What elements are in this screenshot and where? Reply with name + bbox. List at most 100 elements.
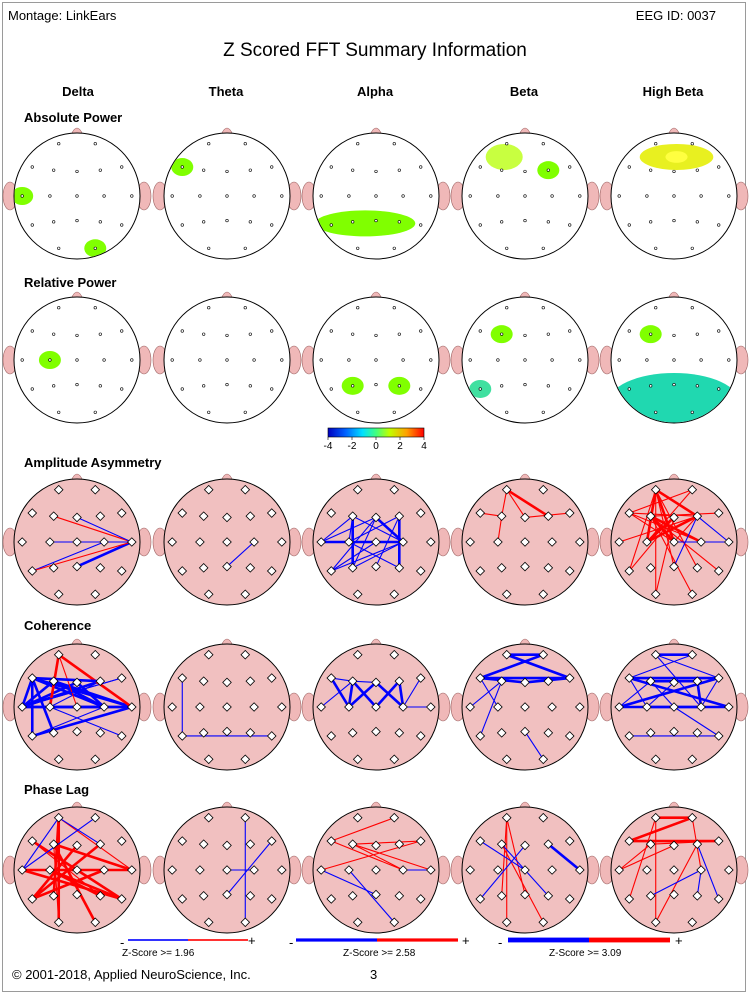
phase-lag-theta-electrode-f4 [245,839,256,849]
relative-power-beta-electrode-o1 [505,410,509,414]
amplitude-asymmetry-high-beta-electrode-f3 [645,511,656,521]
absolute-power-beta-electrode-t3 [468,194,472,198]
phase-lag-high-beta-electrode-f7 [624,836,635,846]
coherence-high-beta-electrode-cz [669,702,679,712]
amplitude-asymmetry-delta-electrode-pz [72,561,82,572]
amplitude-asymmetry-beta-electrode-f3 [496,511,507,521]
amplitude-asymmetry-beta-electrode-t4 [575,537,585,547]
row-label-amplitude-asymmetry: Amplitude Asymmetry [24,455,162,470]
amplitude-asymmetry-theta-electrode-t3 [167,537,177,547]
absolute-power-delta-electrode-f8 [120,165,124,169]
absolute-power-high-beta-electrode-p4 [695,220,699,224]
phase-lag-theta-electrode-fp1 [203,812,214,823]
coherence-delta-electrode-t6 [116,731,127,741]
absolute-power-beta-electrode-f7 [478,165,482,169]
phase-lag-alpha-electrode-f4 [394,839,405,849]
phase-lag-high-beta-connection-8 [655,843,698,923]
coherence-beta-connection-8 [479,680,503,737]
absolute-power-beta-electrode-pz [523,218,527,223]
coherence-alpha-connection-6 [402,677,422,708]
absolute-power-high-beta-electrode-o2 [690,246,694,250]
amplitude-asymmetry-theta-electrode-o1 [203,589,214,600]
absolute-power-theta-electrode-t6 [270,223,274,227]
amplitude-asymmetry-beta-electrode-fz [520,512,530,523]
coherence-alpha-connection-8 [320,680,354,708]
amplitude-asymmetry-alpha-electrode-f4 [394,511,405,521]
coherence-alpha-electrode-fz [371,677,381,688]
relative-power-alpha-electrode-c4 [401,358,405,362]
relative-power-delta-electrode-c4 [102,358,106,362]
phase-lag-high-beta-electrode-o2 [687,917,698,928]
coherence-high-beta-electrode-t3 [614,702,624,712]
relative-power-delta-electrode-cz [75,358,79,362]
phase-lag-alpha-connection-7 [348,869,395,923]
relative-power-theta-electrode-f4 [248,332,252,336]
coherence-alpha-connection-5 [398,680,405,708]
amplitude-asymmetry-delta-electrode-o1 [53,589,64,600]
coherence-theta-electrode-o2 [240,754,251,765]
amplitude-asymmetry-high-beta-electrode-cz [669,537,679,547]
phase-lag-beta-connection-3 [501,843,544,923]
phase-lag-delta-connection-7 [21,868,123,901]
absolute-power-delta-electrode-o2 [93,246,97,250]
coherence-beta-electrode-f4 [543,676,554,686]
absolute-power-theta-electrode-c3 [198,194,202,198]
phase-lag-delta-connection-12 [52,817,61,896]
relative-power-alpha-electrode-cz [374,358,378,362]
phase-lag-high-beta-electrode-fp1 [650,812,661,823]
coherence-beta-electrode-o2 [538,754,549,765]
amplitude-asymmetry-theta-electrode-cz [222,537,232,547]
coherence-high-beta-electrode-p4 [692,728,703,738]
coherence-alpha-connection-9 [347,680,354,708]
phase-lag-theta-electrode-c3 [195,865,205,875]
coherence-beta-electrode-p4 [543,728,554,738]
absolute-power-theta-electrode-f7 [180,165,184,169]
relative-power-alpha-electrode-t3 [319,358,323,362]
coherence-delta-electrode-c3 [45,702,55,712]
phase-lag-beta-electrode-f7 [475,836,486,846]
absolute-power-beta-electrode-fz [523,169,527,174]
phase-lag-theta-electrode-cz [222,865,232,875]
relative-power-high-beta-electrode-cz [672,358,676,362]
phase-lag-alpha-electrode-c4 [398,865,408,875]
relative-power-theta-electrode-fz [225,333,229,338]
coherence-theta-electrode-o1 [203,754,214,765]
phase-lag-high-beta-electrode-fp2 [687,812,698,823]
amplitude-asymmetry-delta-electrode-fz [72,512,82,523]
absolute-power-delta-electrode-fz [75,169,79,174]
absolute-power-delta-electrode-fp1 [57,142,61,146]
amplitude-asymmetry-delta-electrode-p3 [48,563,59,573]
relative-power-high-beta-electrode-o2 [690,410,694,414]
amplitude-asymmetry-alpha-electrode-fz [371,512,381,523]
relative-power-alpha-electrode-t6 [419,387,423,391]
phase-lag-theta-electrode-t3 [167,865,177,875]
amplitude-asymmetry-alpha-electrode-fp1 [352,484,363,495]
relative-power-high-beta-electrode-fz [672,333,676,338]
phase-lag-alpha-electrode-t5 [326,894,337,904]
coherence-delta-electrode-fz [72,677,82,688]
relative-power-delta-electrode-o2 [93,410,97,414]
relative-power-alpha-electrode-p4 [397,384,401,388]
absolute-power-alpha-electrode-pz [374,218,378,223]
absolute-power-theta-electrode-t3 [170,194,174,198]
relative-power-high-beta-electrode-t6 [717,387,721,391]
absolute-power-alpha-electrode-o1 [356,246,360,250]
amplitude-asymmetry-theta-electrode-t4 [277,537,287,547]
amplitude-asymmetry-delta-electrode-t3 [17,537,27,547]
relative-power-high-beta-electrode-t5 [627,387,631,391]
amplitude-asymmetry-alpha-connection-14 [330,517,377,572]
amplitude-asymmetry-high-beta-connection-0 [655,488,699,518]
phase-lag-alpha-electrode-o1 [352,917,363,928]
phase-lag-alpha-electrode-pz [371,889,381,900]
coherence-alpha-electrode-fp1 [352,649,363,660]
coherence-beta-electrode-o1 [501,754,512,765]
coherence-delta-electrode-p4 [95,728,106,738]
band-label-delta: Delta [62,84,94,99]
phase-lag-high-beta-connection-12 [650,869,702,897]
absolute-power-alpha-electrode-t6 [419,223,423,227]
coherence-high-beta-connection-9 [646,682,675,708]
coherence-beta-electrode-t5 [475,731,486,741]
amplitude-asymmetry-beta-electrode-cz [520,537,530,547]
phase-lag-beta-electrode-fz [520,840,530,851]
absolute-power-alpha-electrode-f4 [397,168,401,172]
